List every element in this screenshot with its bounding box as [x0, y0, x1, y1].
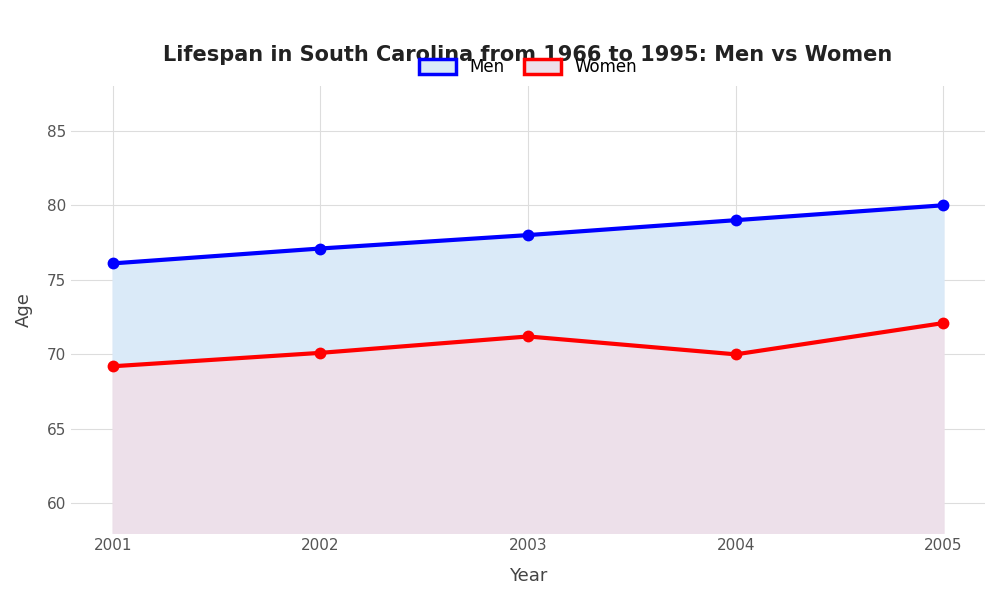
Title: Lifespan in South Carolina from 1966 to 1995: Men vs Women: Lifespan in South Carolina from 1966 to …	[163, 45, 893, 65]
Y-axis label: Age: Age	[15, 292, 33, 327]
X-axis label: Year: Year	[509, 567, 547, 585]
Legend: Men, Women: Men, Women	[411, 50, 645, 84]
